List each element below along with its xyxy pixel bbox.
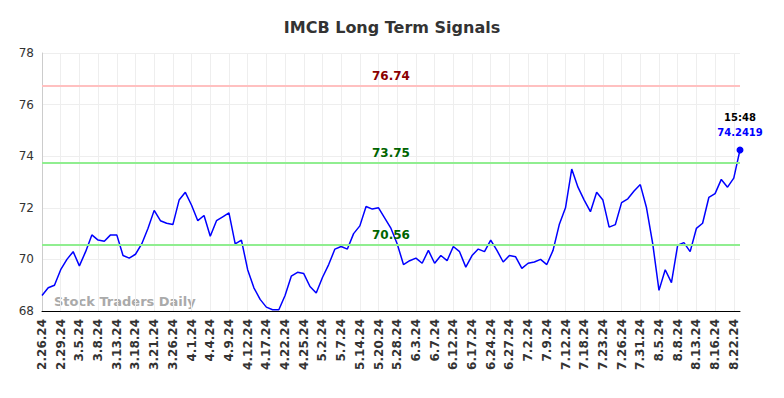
svg-text:3.21.24: 3.21.24 — [147, 319, 161, 370]
svg-text:15:48: 15:48 — [724, 112, 756, 123]
svg-text:70.56: 70.56 — [372, 228, 410, 242]
svg-text:7.12.24: 7.12.24 — [559, 319, 573, 370]
svg-text:4.22.24: 4.22.24 — [278, 319, 292, 370]
svg-text:7.9.24: 7.9.24 — [540, 319, 554, 362]
svg-text:7.2.24: 7.2.24 — [521, 319, 535, 362]
svg-text:68: 68 — [19, 304, 34, 318]
svg-text:6.27.24: 6.27.24 — [502, 319, 516, 370]
svg-text:74: 74 — [19, 149, 34, 163]
svg-text:2.29.24: 2.29.24 — [54, 319, 68, 370]
svg-text:70: 70 — [19, 252, 34, 266]
svg-text:7.18.24: 7.18.24 — [577, 319, 591, 370]
svg-text:73.75: 73.75 — [372, 146, 410, 160]
svg-text:76.74: 76.74 — [372, 69, 410, 83]
svg-text:Stock Traders Daily: Stock Traders Daily — [54, 294, 196, 309]
svg-text:3.5.24: 3.5.24 — [72, 319, 86, 362]
svg-text:IMCB Long Term Signals: IMCB Long Term Signals — [284, 18, 500, 37]
svg-text:7.31.24: 7.31.24 — [633, 319, 647, 370]
svg-text:5.14.24: 5.14.24 — [353, 319, 367, 370]
svg-text:5.7.24: 5.7.24 — [334, 319, 348, 362]
svg-text:74.2419: 74.2419 — [717, 127, 763, 138]
svg-text:5.20.24: 5.20.24 — [372, 319, 386, 370]
svg-text:7.23.24: 7.23.24 — [596, 319, 610, 370]
svg-text:78: 78 — [19, 46, 34, 60]
svg-text:4.17.24: 4.17.24 — [259, 319, 273, 370]
svg-text:6.12.24: 6.12.24 — [446, 319, 460, 370]
svg-text:72: 72 — [19, 201, 34, 215]
svg-text:4.12.24: 4.12.24 — [241, 319, 255, 370]
svg-text:6.17.24: 6.17.24 — [465, 319, 479, 370]
svg-text:3.8.24: 3.8.24 — [91, 319, 105, 362]
svg-text:8.5.24: 8.5.24 — [652, 319, 666, 362]
svg-text:76: 76 — [19, 98, 34, 112]
svg-text:6.7.24: 6.7.24 — [428, 319, 442, 362]
svg-text:3.26.24: 3.26.24 — [166, 319, 180, 370]
svg-text:6.3.24: 6.3.24 — [409, 319, 423, 362]
svg-text:8.22.24: 8.22.24 — [727, 319, 741, 370]
svg-text:8.13.24: 8.13.24 — [689, 319, 703, 370]
svg-text:3.18.24: 3.18.24 — [128, 319, 142, 370]
svg-text:5.2.24: 5.2.24 — [315, 319, 329, 362]
svg-text:8.16.24: 8.16.24 — [708, 319, 722, 370]
svg-text:4.1.24: 4.1.24 — [185, 319, 199, 362]
svg-text:6.24.24: 6.24.24 — [484, 319, 498, 370]
svg-text:4.4.24: 4.4.24 — [203, 319, 217, 362]
svg-text:4.9.24: 4.9.24 — [222, 319, 236, 362]
svg-text:4.25.24: 4.25.24 — [297, 319, 311, 370]
svg-text:7.26.24: 7.26.24 — [615, 319, 629, 370]
svg-text:5.28.24: 5.28.24 — [390, 319, 404, 370]
svg-text:2.26.24: 2.26.24 — [35, 319, 49, 370]
svg-text:8.8.24: 8.8.24 — [671, 319, 685, 362]
svg-text:3.13.24: 3.13.24 — [110, 319, 124, 370]
